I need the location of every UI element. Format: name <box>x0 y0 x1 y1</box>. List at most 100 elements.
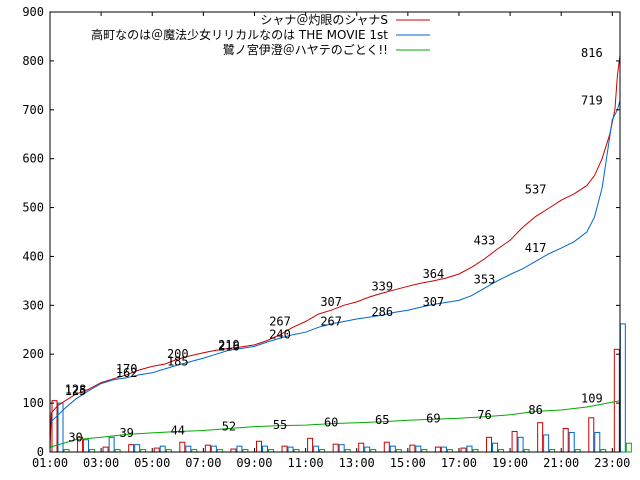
x-tick-label: 21:00 <box>543 456 579 470</box>
series-line <box>49 54 621 450</box>
data-label: 86 <box>528 403 542 417</box>
data-label: 69 <box>426 411 440 425</box>
legend-label: シャナ＠灼眼のシャナS <box>260 12 388 27</box>
x-tick-label: 17:00 <box>441 456 477 470</box>
x-tick-label: 09:00 <box>236 456 272 470</box>
x-tick-label: 15:00 <box>390 456 426 470</box>
data-label: 162 <box>116 366 138 380</box>
hourly-bar <box>128 444 135 453</box>
hourly-bar <box>389 445 396 453</box>
y-tick-label: 200 <box>22 347 44 361</box>
hourly-bar <box>486 436 493 453</box>
hourly-bar <box>179 441 186 453</box>
y-tick-label: 800 <box>22 54 44 68</box>
hourly-bars <box>51 323 632 453</box>
hourly-bar <box>210 445 217 453</box>
data-label: 170 <box>116 362 138 376</box>
hourly-bar <box>338 444 345 453</box>
y-tick-label: 300 <box>22 298 44 312</box>
x-tick-label: 05:00 <box>134 456 170 470</box>
x-tick-label: 07:00 <box>185 456 221 470</box>
data-label: 267 <box>269 314 291 328</box>
hourly-bar <box>364 446 371 453</box>
x-tick-label: 01:00 <box>32 456 68 470</box>
legend-label: 鷺ノ宮伊澄＠ハヤテのごとく!! <box>223 42 388 57</box>
hourly-bar <box>236 445 243 453</box>
data-label: 364 <box>423 267 445 281</box>
data-label: 44 <box>171 423 185 437</box>
data-label: 55 <box>273 418 287 432</box>
data-label: 216 <box>218 339 240 353</box>
hourly-bar <box>332 443 339 453</box>
hourly-bar <box>619 323 626 453</box>
hourly-bar <box>83 439 90 453</box>
hourly-bar <box>204 444 211 453</box>
data-label: 417 <box>525 241 547 255</box>
data-label: 339 <box>371 279 393 293</box>
hourly-bar <box>466 445 473 453</box>
plot-frame <box>49 11 621 453</box>
y-tick-label: 100 <box>22 396 44 410</box>
hourly-bar <box>537 422 544 453</box>
data-label: 433 <box>474 233 496 247</box>
series-line <box>49 100 621 424</box>
hourly-bar <box>383 441 390 453</box>
hourly-bar <box>625 442 632 453</box>
series-lines <box>49 54 621 450</box>
x-tick-label: 11:00 <box>288 456 324 470</box>
data-label: 240 <box>269 328 291 342</box>
hourly-bar <box>313 445 320 453</box>
data-labels: 128 170 200 219 267 307 339 364 433 537 816 125 162 1… <box>65 46 603 444</box>
hourly-bar <box>153 447 160 453</box>
y-tick-label: 600 <box>22 152 44 166</box>
series-line <box>49 400 621 448</box>
data-label: 816 <box>581 46 603 60</box>
hourly-bar <box>517 436 524 453</box>
hourly-bar <box>543 434 550 453</box>
hourly-bar <box>415 445 422 453</box>
data-label: 65 <box>375 413 389 427</box>
x-tick-label: 03:00 <box>83 456 119 470</box>
hourly-bar <box>588 417 595 453</box>
hourly-bar <box>440 446 447 453</box>
y-tick-label: 700 <box>22 103 44 117</box>
legend-label: 高町なのは＠魔法少女リリカルなのは THE MOVIE 1st <box>91 27 388 42</box>
hourly-bar <box>281 445 288 453</box>
data-label: 76 <box>477 408 491 422</box>
x-tick-label: 19:00 <box>492 456 528 470</box>
hourly-bar <box>261 445 268 453</box>
data-label: 353 <box>474 272 496 286</box>
hourly-bar <box>287 446 294 453</box>
hourly-bar <box>358 442 365 453</box>
data-label: 39 <box>119 426 133 440</box>
hourly-bar <box>594 431 601 453</box>
hourly-bar <box>159 445 166 453</box>
y-tick-label: 400 <box>22 249 44 263</box>
hourly-bar <box>568 431 575 453</box>
hourly-bar <box>434 446 441 453</box>
y-axis: 0 100 200 300 400 500 600 700 800 900 <box>22 5 620 459</box>
hourly-bar <box>307 437 314 453</box>
hourly-bar <box>562 428 569 453</box>
hourly-bar <box>492 442 499 453</box>
data-label: 267 <box>320 314 342 328</box>
data-label: 200 <box>167 347 189 361</box>
y-tick-label: 500 <box>22 201 44 215</box>
hourly-bar <box>255 440 262 453</box>
hourly-bar <box>134 444 141 453</box>
data-label: 307 <box>320 295 342 309</box>
hourly-bar <box>511 430 518 453</box>
data-label: 125 <box>65 384 87 398</box>
x-tick-label: 23:00 <box>594 456 630 470</box>
y-tick-label: 0 <box>37 445 44 459</box>
hourly-bar <box>460 447 467 453</box>
x-tick-label: 13:00 <box>339 456 375 470</box>
hourly-bar <box>409 444 416 453</box>
data-label: 128 <box>65 382 87 396</box>
data-label: 109 <box>581 392 603 406</box>
data-label: 30 <box>68 430 82 444</box>
hourly-bar <box>102 446 109 453</box>
data-label: 307 <box>423 295 445 309</box>
